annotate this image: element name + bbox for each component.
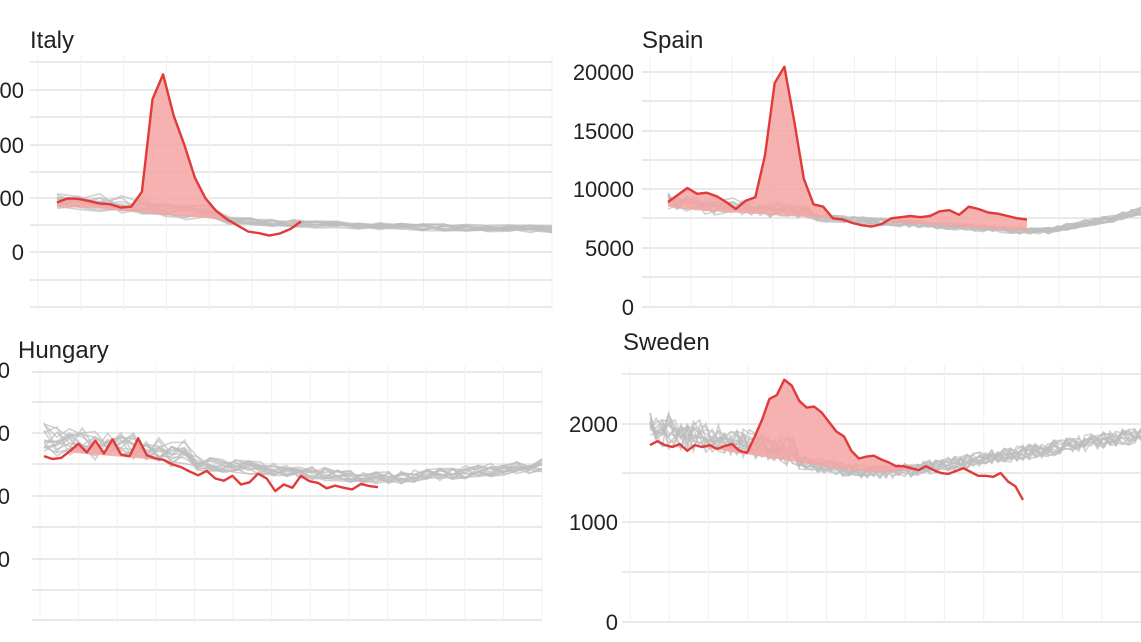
y-tick-label: 0 — [0, 421, 10, 446]
current-year-line — [649, 378, 1025, 501]
y-tick-label: 1000 — [569, 510, 618, 535]
excess-area — [650, 379, 1023, 472]
y-tick-label: 0 — [0, 484, 10, 509]
past-years-lines — [667, 192, 1141, 235]
past-year-line — [43, 433, 543, 484]
sweden-panel: Sweden 2000 1000 0 — [569, 329, 1141, 635]
y-tick-label: 00 — [0, 186, 24, 211]
grid — [30, 56, 553, 310]
y-tick-label: 15000 — [573, 119, 634, 144]
current-year-line — [56, 73, 302, 237]
grid — [642, 56, 1141, 308]
y-tick-label: 00 — [0, 78, 24, 103]
current-year-line — [667, 65, 1028, 228]
grid — [622, 366, 1141, 623]
hungary-panel: Hungary 0 0 0 0 — [0, 337, 543, 622]
y-tick-label: 0 — [0, 358, 10, 383]
past-year-line — [649, 418, 1141, 479]
sweden-title: Sweden — [623, 329, 710, 356]
y-tick-label: 0 — [622, 295, 634, 320]
past-year-line — [43, 431, 543, 485]
y-tick-label: 0 — [12, 240, 24, 265]
excess-area — [57, 74, 301, 224]
spain-title: Spain — [642, 27, 703, 54]
past-year-line — [649, 412, 1141, 477]
y-tick-label: 5000 — [585, 236, 634, 261]
y-tick-label: 10000 — [573, 177, 634, 202]
spain-panel: Spain 20000 15000 10000 5000 0 — [573, 27, 1141, 320]
current-year-line — [43, 437, 379, 493]
past-year-line — [43, 430, 543, 485]
past-years-lines — [56, 193, 553, 234]
y-tick-label: 0 — [606, 610, 618, 635]
y-tick-label: 20000 — [573, 60, 634, 85]
y-tick-label: 2000 — [569, 412, 618, 437]
excess-area — [668, 66, 1027, 231]
grid — [32, 366, 543, 622]
hungary-title: Hungary — [18, 337, 109, 364]
y-tick-label: 0 — [0, 547, 10, 572]
past-years-lines — [43, 422, 543, 485]
y-tick-label: 00 — [0, 133, 24, 158]
italy-title: Italy — [30, 27, 74, 54]
